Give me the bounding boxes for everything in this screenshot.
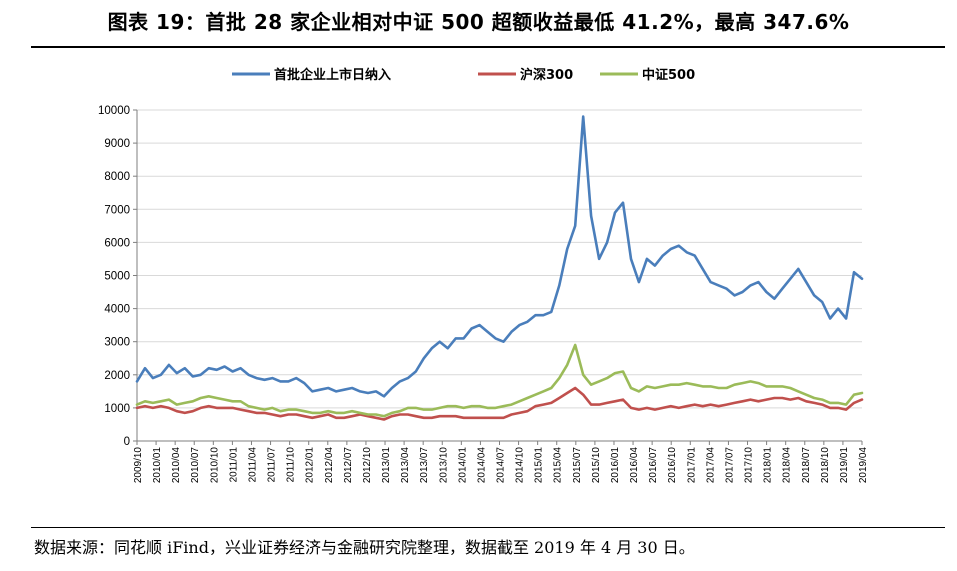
x-tick-label: 2019/01 bbox=[839, 447, 850, 484]
x-tick-label: 2010/04 bbox=[171, 447, 182, 484]
x-tick-label: 2012/04 bbox=[324, 447, 335, 484]
title-rule bbox=[31, 46, 945, 48]
x-tick-label: 2014/10 bbox=[515, 447, 526, 484]
y-tick-label: 6000 bbox=[104, 237, 130, 249]
y-tick-label: 7000 bbox=[104, 204, 130, 216]
y-tick-label: 4000 bbox=[104, 304, 130, 316]
x-tick-label: 2016/07 bbox=[648, 447, 659, 484]
x-tick-label: 2018/01 bbox=[763, 447, 774, 484]
x-tick-label: 2017/04 bbox=[705, 447, 716, 484]
x-tick-label: 2012/10 bbox=[362, 447, 373, 484]
legend-label: 首批企业上市日纳入 bbox=[274, 67, 391, 83]
x-tick-label: 2013/10 bbox=[438, 447, 449, 484]
x-tick-label: 2010/10 bbox=[209, 447, 220, 484]
x-tick-label: 2018/04 bbox=[782, 447, 793, 484]
y-tick-label: 5000 bbox=[104, 271, 130, 283]
y-tick-label: 9000 bbox=[104, 138, 130, 150]
y-tick-label: 8000 bbox=[104, 171, 130, 183]
x-tick-label: 2013/07 bbox=[419, 447, 430, 484]
x-tick-label: 2017/10 bbox=[744, 447, 755, 484]
x-tick-label: 2017/01 bbox=[686, 447, 697, 484]
x-tick-label: 2016/04 bbox=[629, 447, 640, 484]
y-tick-label: 1000 bbox=[104, 403, 130, 415]
x-tick-label: 2017/07 bbox=[724, 447, 735, 484]
x-tick-label: 2012/01 bbox=[305, 447, 316, 484]
x-tick-label: 2015/04 bbox=[553, 447, 564, 484]
source-rule bbox=[31, 527, 945, 528]
x-tick-label: 2011/10 bbox=[286, 447, 297, 483]
x-tick-label: 2014/04 bbox=[476, 447, 487, 484]
x-tick-label: 2014/01 bbox=[457, 447, 468, 484]
line-chart: 0 1000 2000 3000 4000 5000 6000 7000 8000 9000 100… bbox=[98, 67, 869, 484]
y-tick-label: 10000 bbox=[98, 105, 130, 117]
x-tick-label: 2018/10 bbox=[820, 447, 831, 484]
chart-title: 图表 19：首批 28 家企业相对中证 500 超额收益最低 41.2%，最高 … bbox=[107, 10, 850, 34]
x-tick-label: 2010/01 bbox=[152, 447, 163, 484]
series-line-0 bbox=[135, 115, 864, 398]
x-tick-label: 2018/07 bbox=[801, 447, 812, 484]
x-tick-label: 2016/01 bbox=[610, 447, 621, 484]
y-tick-label: 3000 bbox=[104, 337, 130, 349]
y-tick-label: 0 bbox=[124, 436, 130, 448]
y-tick-label: 2000 bbox=[104, 370, 130, 382]
x-tick-label: 2013/01 bbox=[381, 447, 392, 484]
x-tick-label: 2009/10 bbox=[133, 447, 144, 484]
x-tick-label: 2016/10 bbox=[667, 447, 678, 484]
x-tick-label: 2011/01 bbox=[228, 447, 239, 483]
series-line-2 bbox=[135, 343, 864, 418]
x-tick-label: 2015/07 bbox=[572, 447, 583, 484]
x-tick-label: 2015/01 bbox=[534, 447, 545, 484]
x-tick-label: 2011/07 bbox=[267, 447, 278, 483]
x-tick-label: 2012/07 bbox=[343, 447, 354, 484]
x-tick-label: 2013/04 bbox=[400, 447, 411, 484]
x-tick-label: 2019/04 bbox=[858, 447, 869, 484]
x-tick-label: 2015/10 bbox=[591, 447, 602, 484]
legend-label: 沪深300 bbox=[520, 67, 573, 83]
series-line-1 bbox=[135, 386, 864, 421]
x-tick-label: 2010/07 bbox=[190, 447, 201, 484]
x-tick-label: 2014/07 bbox=[496, 447, 507, 484]
legend-label: 中证500 bbox=[642, 67, 695, 83]
x-tick-label: 2011/04 bbox=[247, 447, 258, 483]
source-note: 数据来源：同花顺 iFind，兴业证券经济与金融研究院整理，数据截至 2019 … bbox=[34, 538, 695, 557]
